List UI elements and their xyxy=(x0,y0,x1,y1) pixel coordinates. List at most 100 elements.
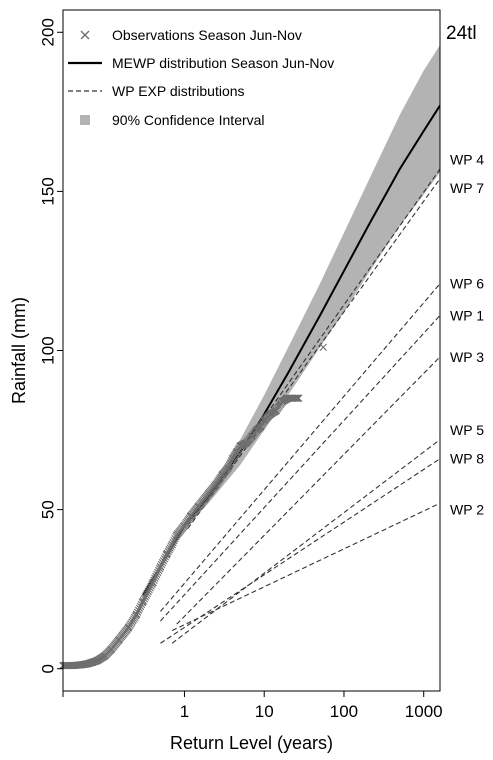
observation-point xyxy=(115,636,123,644)
y-tick-label: 150 xyxy=(38,177,57,205)
legend-cross-icon xyxy=(80,30,90,40)
observation-point xyxy=(83,660,91,668)
observation-point xyxy=(146,584,154,592)
axes-layer: 0 50 100 150 200 1 10 100 1000 xyxy=(38,18,442,721)
observation-point xyxy=(154,568,162,577)
y-tick-label: 0 xyxy=(38,664,57,673)
legend: Observations Season Jun-Nov MEWP distribu… xyxy=(68,27,334,128)
observation-point xyxy=(88,658,97,667)
observation-point xyxy=(292,394,301,402)
observation-point xyxy=(272,407,280,415)
observation-point xyxy=(232,448,241,457)
observation-point xyxy=(293,394,302,402)
x-axis-title: Return Level (years) xyxy=(170,733,333,753)
observation-point xyxy=(319,343,327,352)
observation-point xyxy=(144,587,152,596)
x-tick-label: 100 xyxy=(330,702,358,721)
wp-label: WP 4 xyxy=(450,152,484,168)
observation-point xyxy=(170,536,178,545)
legend-label: WP EXP distributions xyxy=(112,83,245,99)
observation-point xyxy=(141,593,149,601)
observation-point xyxy=(224,464,232,472)
observation-point xyxy=(294,394,303,402)
observation-point xyxy=(163,550,171,558)
observation-point xyxy=(168,540,176,549)
observation-point xyxy=(187,512,195,520)
wp-label: WP 2 xyxy=(450,502,484,518)
y-tick-label: 100 xyxy=(38,336,57,364)
observation-point xyxy=(204,490,213,498)
observation-point xyxy=(156,563,165,571)
observation-point xyxy=(107,645,115,654)
wp-label: WP 5 xyxy=(450,422,484,438)
observation-point xyxy=(242,439,251,447)
observation-point xyxy=(69,661,77,670)
observation-point xyxy=(159,557,168,565)
wp-label: WP 7 xyxy=(450,180,484,196)
observations-layer xyxy=(59,343,327,670)
observation-point xyxy=(135,604,144,613)
observation-point xyxy=(93,657,101,665)
observation-point xyxy=(158,558,167,567)
observation-point xyxy=(218,470,227,479)
wp-line-wp-2 xyxy=(171,502,440,632)
observation-point xyxy=(143,589,151,598)
observation-point xyxy=(256,423,265,431)
observation-point xyxy=(266,410,275,418)
observation-point xyxy=(252,426,261,434)
wp-line-wp-3 xyxy=(176,356,440,625)
observation-point xyxy=(171,534,179,543)
wp-labels: WP 4 WP 7 WP 6 WP 1 WP 3 WP 5 WP 8 WP 2 xyxy=(450,152,484,518)
wp-label: WP 1 xyxy=(450,307,484,323)
observation-point xyxy=(153,570,161,579)
observation-point xyxy=(260,416,268,425)
y-tick-label: 200 xyxy=(38,18,57,46)
wp-label: WP 3 xyxy=(450,349,484,365)
observation-point xyxy=(173,531,181,539)
y-axis-title: Rainfall (mm) xyxy=(9,297,29,404)
observation-point xyxy=(155,564,164,573)
observation-point xyxy=(236,442,244,450)
x-tick-label: 10 xyxy=(255,702,274,721)
wp-distributions-layer xyxy=(160,168,440,644)
wp-line-wp-8 xyxy=(160,458,440,644)
observation-point xyxy=(194,502,203,511)
observation-point xyxy=(157,560,166,569)
observation-point xyxy=(228,455,237,463)
observation-point xyxy=(101,652,109,660)
legend-label: 90% Confidence Interval xyxy=(112,112,265,128)
observation-point xyxy=(226,459,235,467)
observation-point xyxy=(145,585,153,594)
observation-point xyxy=(77,661,85,669)
wp-line-wp-1 xyxy=(160,315,440,622)
observation-point xyxy=(134,606,143,614)
wp-line-wp-5 xyxy=(171,439,440,644)
wp-label: WP 6 xyxy=(450,276,484,292)
observation-point xyxy=(160,555,169,563)
observation-point xyxy=(142,591,150,599)
observation-point xyxy=(149,579,157,587)
wp-label: WP 8 xyxy=(450,451,484,467)
x-tick-label: 1 xyxy=(180,702,189,721)
observation-point xyxy=(155,566,163,575)
observation-point xyxy=(152,572,160,581)
legend-label: MEWP distribution Season Jun-Nov xyxy=(112,55,334,71)
observation-point xyxy=(151,574,159,583)
observation-point xyxy=(284,394,292,402)
observation-point xyxy=(125,623,133,632)
duration-label: 24tl xyxy=(446,23,477,44)
y-tick-label: 50 xyxy=(38,500,57,519)
observation-point xyxy=(227,457,236,465)
observation-point xyxy=(180,521,189,530)
observation-point xyxy=(139,598,147,606)
x-tick-label: 1000 xyxy=(405,702,443,721)
observation-point xyxy=(212,480,220,488)
observation-point xyxy=(278,397,287,406)
legend-label: Observations Season Jun-Nov xyxy=(112,27,302,43)
legend-square-icon xyxy=(80,115,90,125)
observation-point xyxy=(169,538,177,547)
observation-point xyxy=(248,432,256,441)
observation-point xyxy=(291,394,300,402)
observation-point xyxy=(136,602,145,611)
